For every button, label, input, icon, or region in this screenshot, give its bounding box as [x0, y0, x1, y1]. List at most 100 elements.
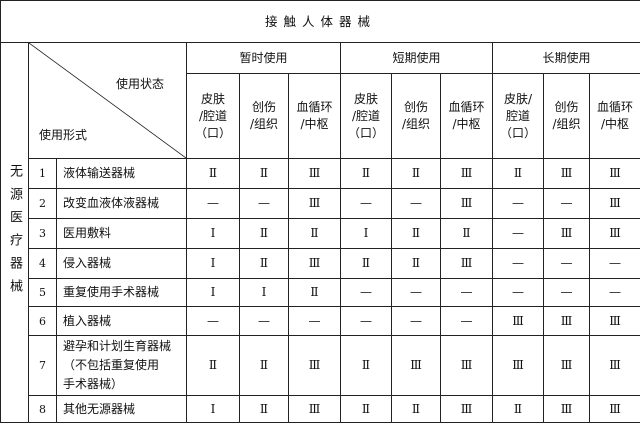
class-cell: Ⅱ — [392, 159, 441, 189]
row-name-line: 医用敷料 — [63, 224, 186, 243]
class-cell: Ⅱ — [240, 396, 289, 423]
state-label: 使用状态 — [116, 76, 164, 93]
class-cell: — — [441, 307, 493, 336]
subcolumn-line: /中枢 — [590, 116, 640, 133]
class-cell: Ⅲ — [544, 219, 590, 249]
row-name-line: 手术器械） — [63, 375, 186, 394]
subcolumn-line: 血循环 — [441, 99, 492, 116]
class-cell: Ⅱ — [187, 159, 240, 189]
class-cell: — — [341, 307, 392, 336]
class-cell: — — [590, 279, 640, 307]
class-cell: Ⅰ — [187, 396, 240, 423]
class-cell: Ⅲ — [590, 396, 640, 423]
subcolumn-header: 创伤/组织 — [240, 74, 289, 159]
subcolumn-line: 创伤 — [544, 99, 589, 116]
class-cell: Ⅲ — [590, 159, 640, 189]
class-cell: Ⅲ — [441, 336, 493, 396]
subcolumn-header: 皮肤/腔道（口） — [493, 74, 544, 159]
side-label: 无源医疗器械 — [1, 43, 29, 423]
class-cell: — — [187, 189, 240, 219]
row-number: 5 — [29, 279, 57, 307]
row-name-line: （不包括重复使用 — [63, 356, 186, 375]
class-cell: — — [341, 189, 392, 219]
class-cell: Ⅲ — [441, 159, 493, 189]
class-cell: — — [392, 307, 441, 336]
class-cell: — — [544, 249, 590, 279]
class-cell: Ⅱ — [240, 159, 289, 189]
row-name-line: 重复使用手术器械 — [63, 283, 186, 302]
class-cell: Ⅲ — [544, 159, 590, 189]
class-cell: Ⅲ — [441, 189, 493, 219]
class-cell: Ⅲ — [289, 189, 341, 219]
subcolumn-header: 血循环/中枢 — [441, 74, 493, 159]
row-name-line: 其他无源器械 — [63, 400, 186, 419]
class-cell: Ⅲ — [441, 396, 493, 423]
class-cell: Ⅲ — [289, 249, 341, 279]
subcolumn-header: 创伤/组织 — [544, 74, 590, 159]
subcolumn-line: 创伤 — [240, 99, 288, 116]
subcolumn-header: 皮肤/腔道（口） — [341, 74, 392, 159]
class-cell: Ⅲ — [392, 336, 441, 396]
subcolumn-line: 创伤 — [392, 99, 440, 116]
class-cell: Ⅲ — [590, 219, 640, 249]
row-name: 液体输送器械 — [57, 159, 187, 189]
row-number: 2 — [29, 189, 57, 219]
class-cell: Ⅲ — [441, 249, 493, 279]
row-name-line: 避孕和计划生育器械 — [63, 337, 186, 356]
group-header: 短期使用 — [341, 43, 493, 74]
class-cell: — — [544, 189, 590, 219]
row-name-line: 液体输送器械 — [63, 164, 186, 183]
subcolumn-line: 腔道 — [493, 108, 543, 125]
row-name: 植入器械 — [57, 307, 187, 336]
class-cell: Ⅱ — [392, 219, 441, 249]
subcolumn-header: 创伤/组织 — [392, 74, 441, 159]
row-name-line: 改变血液体液器械 — [63, 194, 186, 213]
row-name: 医用敷料 — [57, 219, 187, 249]
subcolumn-header: 血循环/中枢 — [590, 74, 640, 159]
class-cell: — — [441, 279, 493, 307]
class-cell: Ⅲ — [590, 189, 640, 219]
class-cell: Ⅰ — [187, 279, 240, 307]
class-cell: — — [493, 279, 544, 307]
class-cell: Ⅲ — [289, 336, 341, 396]
subcolumn-line: 皮肤 — [187, 91, 239, 108]
row-name-line: 植入器械 — [63, 312, 186, 331]
class-cell: Ⅲ — [544, 396, 590, 423]
row-name: 改变血液体液器械 — [57, 189, 187, 219]
class-cell: — — [392, 279, 441, 307]
group-header: 暂时使用 — [187, 43, 341, 74]
class-cell: Ⅱ — [240, 336, 289, 396]
row-number: 3 — [29, 219, 57, 249]
subcolumn-line: （口） — [493, 125, 543, 142]
class-cell: — — [493, 189, 544, 219]
class-cell: Ⅱ — [493, 159, 544, 189]
class-cell: Ⅱ — [392, 249, 441, 279]
row-number: 1 — [29, 159, 57, 189]
class-cell: Ⅱ — [341, 249, 392, 279]
class-cell: Ⅱ — [341, 159, 392, 189]
row-number: 7 — [29, 336, 57, 396]
row-name: 侵入器械 — [57, 249, 187, 279]
class-cell: Ⅰ — [187, 249, 240, 279]
class-cell: — — [590, 249, 640, 279]
class-cell: Ⅲ — [289, 159, 341, 189]
row-number: 6 — [29, 307, 57, 336]
class-cell: Ⅱ — [341, 396, 392, 423]
subcolumn-line: /腔道 — [187, 108, 239, 125]
row-name: 重复使用手术器械 — [57, 279, 187, 307]
class-cell: Ⅱ — [441, 219, 493, 249]
class-cell: Ⅲ — [590, 336, 640, 396]
table-title: 接触人体器械 — [1, 1, 640, 43]
class-cell: Ⅱ — [289, 219, 341, 249]
row-name: 避孕和计划生育器械（不包括重复使用手术器械） — [57, 336, 187, 396]
class-cell: — — [341, 279, 392, 307]
class-cell: Ⅱ — [187, 336, 240, 396]
row-number: 4 — [29, 249, 57, 279]
